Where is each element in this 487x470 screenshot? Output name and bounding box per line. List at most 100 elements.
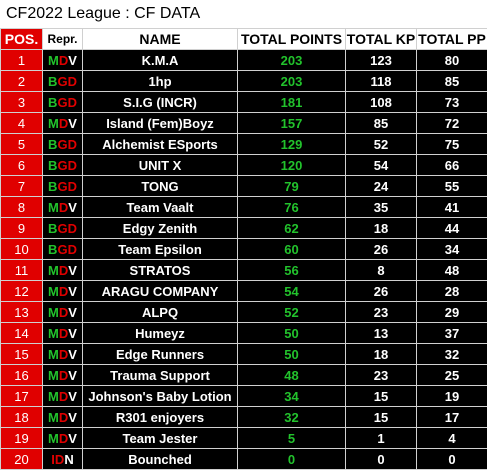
- position-cell: 4: [0, 112, 43, 134]
- repr-cell: MDV: [42, 301, 83, 323]
- repr-letter: B: [48, 220, 58, 236]
- total-kp-cell: 52: [345, 133, 417, 155]
- repr-letter: V: [68, 367, 77, 383]
- position-cell: 9: [0, 217, 43, 239]
- total-points-cell: 157: [237, 112, 346, 134]
- repr-letter: B: [48, 157, 58, 173]
- table-row: 10 BGD Team Epsilon 60 26 34: [0, 238, 487, 260]
- total-kp-cell: 85: [345, 112, 417, 134]
- team-name-cell: ALPQ: [82, 301, 238, 323]
- header-row: POS. Repr. NAME TOTAL POINTS TOTAL KP TO…: [0, 28, 487, 50]
- team-name-cell: K.M.A: [82, 49, 238, 71]
- repr-letter: V: [68, 346, 77, 362]
- position-cell: 10: [0, 238, 43, 260]
- total-pp-cell: 73: [416, 91, 487, 113]
- repr-cell: MDV: [42, 112, 83, 134]
- repr-letter: D: [58, 262, 69, 278]
- total-points-cell: 203: [237, 70, 346, 92]
- total-pp-cell: 44: [416, 217, 487, 239]
- repr-cell: MDV: [42, 196, 83, 218]
- team-name-cell: UNIT X: [82, 154, 238, 176]
- team-name-cell: Johnson's Baby Lotion: [82, 385, 238, 407]
- repr-letter: D: [58, 430, 69, 446]
- total-kp-cell: 123: [345, 49, 417, 71]
- repr-letter: G: [57, 178, 68, 194]
- repr-cell: BGD: [42, 217, 83, 239]
- repr-letter: B: [48, 73, 58, 89]
- position-cell: 19: [0, 427, 43, 449]
- total-points-cell: 181: [237, 91, 346, 113]
- repr-letter: M: [48, 115, 59, 131]
- repr-cell: MDV: [42, 406, 83, 428]
- repr-letter: M: [48, 52, 59, 68]
- repr-letter: G: [57, 241, 68, 257]
- header-repr: Repr.: [42, 28, 83, 50]
- repr-cell: IDN: [42, 448, 83, 470]
- position-cell: 17: [0, 385, 43, 407]
- repr-letter: D: [67, 220, 77, 236]
- total-kp-cell: 8: [345, 259, 417, 281]
- repr-letter: D: [67, 178, 77, 194]
- repr-cell: MDV: [42, 322, 83, 344]
- table-row: 1 MDV K.M.A 203 123 80: [0, 49, 487, 71]
- total-kp-cell: 18: [345, 343, 417, 365]
- total-pp-cell: 4: [416, 427, 487, 449]
- total-points-cell: 48: [237, 364, 346, 386]
- total-pp-cell: 85: [416, 70, 487, 92]
- repr-cell: MDV: [42, 343, 83, 365]
- total-points-cell: 129: [237, 133, 346, 155]
- total-pp-cell: 25: [416, 364, 487, 386]
- repr-letter: D: [58, 283, 69, 299]
- table-row: 7 BGD TONG 79 24 55: [0, 175, 487, 197]
- repr-cell: BGD: [42, 70, 83, 92]
- position-cell: 2: [0, 70, 43, 92]
- team-name-cell: Alchemist ESports: [82, 133, 238, 155]
- total-points-cell: 34: [237, 385, 346, 407]
- total-pp-cell: 17: [416, 406, 487, 428]
- table-row: 9 BGD Edgy Zenith 62 18 44: [0, 217, 487, 239]
- repr-letter: D: [54, 451, 65, 467]
- table-row: 19 MDV Team Jester 5 1 4: [0, 427, 487, 449]
- total-pp-cell: 72: [416, 112, 487, 134]
- total-kp-cell: 35: [345, 196, 417, 218]
- table-row: 15 MDV Edge Runners 50 18 32: [0, 343, 487, 365]
- team-name-cell: Bounched: [82, 448, 238, 470]
- total-points-cell: 0: [237, 448, 346, 470]
- table-row: 11 MDV STRATOS 56 8 48: [0, 259, 487, 281]
- repr-letter: M: [48, 346, 59, 362]
- header-total-kp: TOTAL KP: [345, 28, 417, 50]
- total-kp-cell: 108: [345, 91, 417, 113]
- total-points-cell: 120: [237, 154, 346, 176]
- total-pp-cell: 48: [416, 259, 487, 281]
- position-cell: 12: [0, 280, 43, 302]
- repr-letter: B: [48, 136, 58, 152]
- team-name-cell: TONG: [82, 175, 238, 197]
- team-name-cell: Team Jester: [82, 427, 238, 449]
- total-points-cell: 50: [237, 343, 346, 365]
- team-name-cell: Island (Fem)Boyz: [82, 112, 238, 134]
- repr-letter: M: [48, 409, 59, 425]
- team-name-cell: 1hp: [82, 70, 238, 92]
- repr-letter: V: [68, 388, 77, 404]
- table-row: 5 BGD Alchemist ESports 129 52 75: [0, 133, 487, 155]
- total-points-cell: 79: [237, 175, 346, 197]
- repr-cell: BGD: [42, 91, 83, 113]
- table-row: 3 BGD S.I.G (INCR) 181 108 73: [0, 91, 487, 113]
- table-row: 4 MDV Island (Fem)Boyz 157 85 72: [0, 112, 487, 134]
- header-total-points: TOTAL POINTS: [237, 28, 346, 50]
- repr-letter: V: [68, 115, 77, 131]
- repr-cell: BGD: [42, 133, 83, 155]
- repr-cell: MDV: [42, 385, 83, 407]
- header-total-pp: TOTAL PP: [416, 28, 487, 50]
- total-points-cell: 50: [237, 322, 346, 344]
- team-name-cell: Edge Runners: [82, 343, 238, 365]
- team-name-cell: Team Epsilon: [82, 238, 238, 260]
- team-name-cell: Edgy Zenith: [82, 217, 238, 239]
- total-pp-cell: 29: [416, 301, 487, 323]
- repr-letter: M: [48, 325, 59, 341]
- position-cell: 18: [0, 406, 43, 428]
- table-row: 6 BGD UNIT X 120 54 66: [0, 154, 487, 176]
- position-cell: 16: [0, 364, 43, 386]
- repr-letter: D: [58, 325, 69, 341]
- total-pp-cell: 37: [416, 322, 487, 344]
